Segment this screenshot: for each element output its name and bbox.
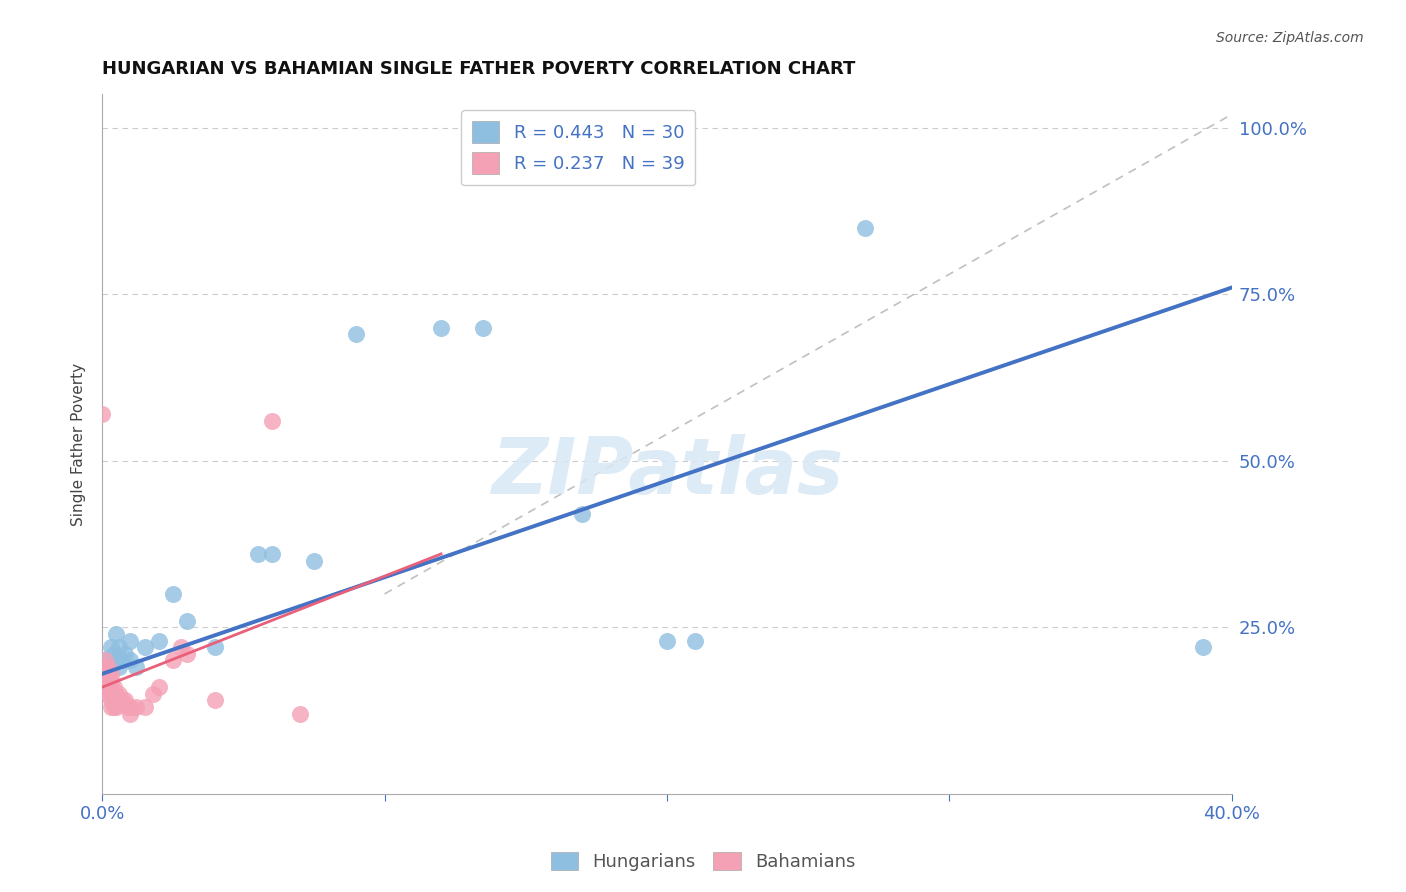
Point xyxy=(120,653,142,667)
Point xyxy=(100,700,122,714)
Point xyxy=(111,693,134,707)
Point xyxy=(1192,640,1215,655)
Point xyxy=(97,680,120,694)
Point xyxy=(125,700,148,714)
Point xyxy=(97,687,120,701)
Point xyxy=(103,693,125,707)
Point xyxy=(134,640,156,655)
Point xyxy=(142,687,165,701)
Point xyxy=(94,653,117,667)
Point xyxy=(125,660,148,674)
Point xyxy=(120,700,142,714)
Point xyxy=(91,407,114,421)
Point xyxy=(117,700,139,714)
Point xyxy=(103,647,125,661)
Point xyxy=(120,706,142,721)
Point xyxy=(853,220,876,235)
Text: HUNGARIAN VS BAHAMIAN SINGLE FATHER POVERTY CORRELATION CHART: HUNGARIAN VS BAHAMIAN SINGLE FATHER POVE… xyxy=(103,60,856,78)
Point xyxy=(344,327,367,342)
Point xyxy=(97,673,120,688)
Point xyxy=(148,633,170,648)
Legend: Hungarians, Bahamians: Hungarians, Bahamians xyxy=(543,845,863,879)
Point xyxy=(571,507,593,521)
Point xyxy=(148,680,170,694)
Point xyxy=(100,687,122,701)
Point xyxy=(111,653,134,667)
Point xyxy=(204,693,226,707)
Point xyxy=(162,653,184,667)
Point xyxy=(655,633,678,648)
Point xyxy=(105,687,128,701)
Point xyxy=(97,660,120,674)
Point xyxy=(94,653,117,667)
Y-axis label: Single Father Poverty: Single Father Poverty xyxy=(72,362,86,525)
Point xyxy=(170,640,193,655)
Point xyxy=(103,700,125,714)
Point xyxy=(100,640,122,655)
Point xyxy=(100,660,122,674)
Point xyxy=(176,647,198,661)
Point xyxy=(100,673,122,688)
Point xyxy=(683,633,706,648)
Point xyxy=(97,666,120,681)
Point xyxy=(94,673,117,688)
Text: ZIPatlas: ZIPatlas xyxy=(491,434,844,510)
Point xyxy=(176,614,198,628)
Point xyxy=(108,660,131,674)
Point xyxy=(100,680,122,694)
Point xyxy=(302,553,325,567)
Point xyxy=(260,547,283,561)
Point xyxy=(204,640,226,655)
Point xyxy=(97,666,120,681)
Point xyxy=(246,547,269,561)
Point xyxy=(108,640,131,655)
Point xyxy=(103,680,125,694)
Legend: R = 0.443   N = 30, R = 0.237   N = 39: R = 0.443 N = 30, R = 0.237 N = 39 xyxy=(461,111,696,186)
Point xyxy=(105,653,128,667)
Point xyxy=(103,687,125,701)
Point xyxy=(114,647,136,661)
Point xyxy=(94,660,117,674)
Point xyxy=(105,627,128,641)
Point xyxy=(108,687,131,701)
Point xyxy=(430,320,453,334)
Point xyxy=(472,320,495,334)
Point xyxy=(105,700,128,714)
Point xyxy=(134,700,156,714)
Text: Source: ZipAtlas.com: Source: ZipAtlas.com xyxy=(1216,31,1364,45)
Point xyxy=(114,693,136,707)
Point xyxy=(100,666,122,681)
Point xyxy=(105,693,128,707)
Point xyxy=(288,706,311,721)
Point xyxy=(120,633,142,648)
Point xyxy=(260,414,283,428)
Point xyxy=(94,666,117,681)
Point xyxy=(100,693,122,707)
Point xyxy=(162,587,184,601)
